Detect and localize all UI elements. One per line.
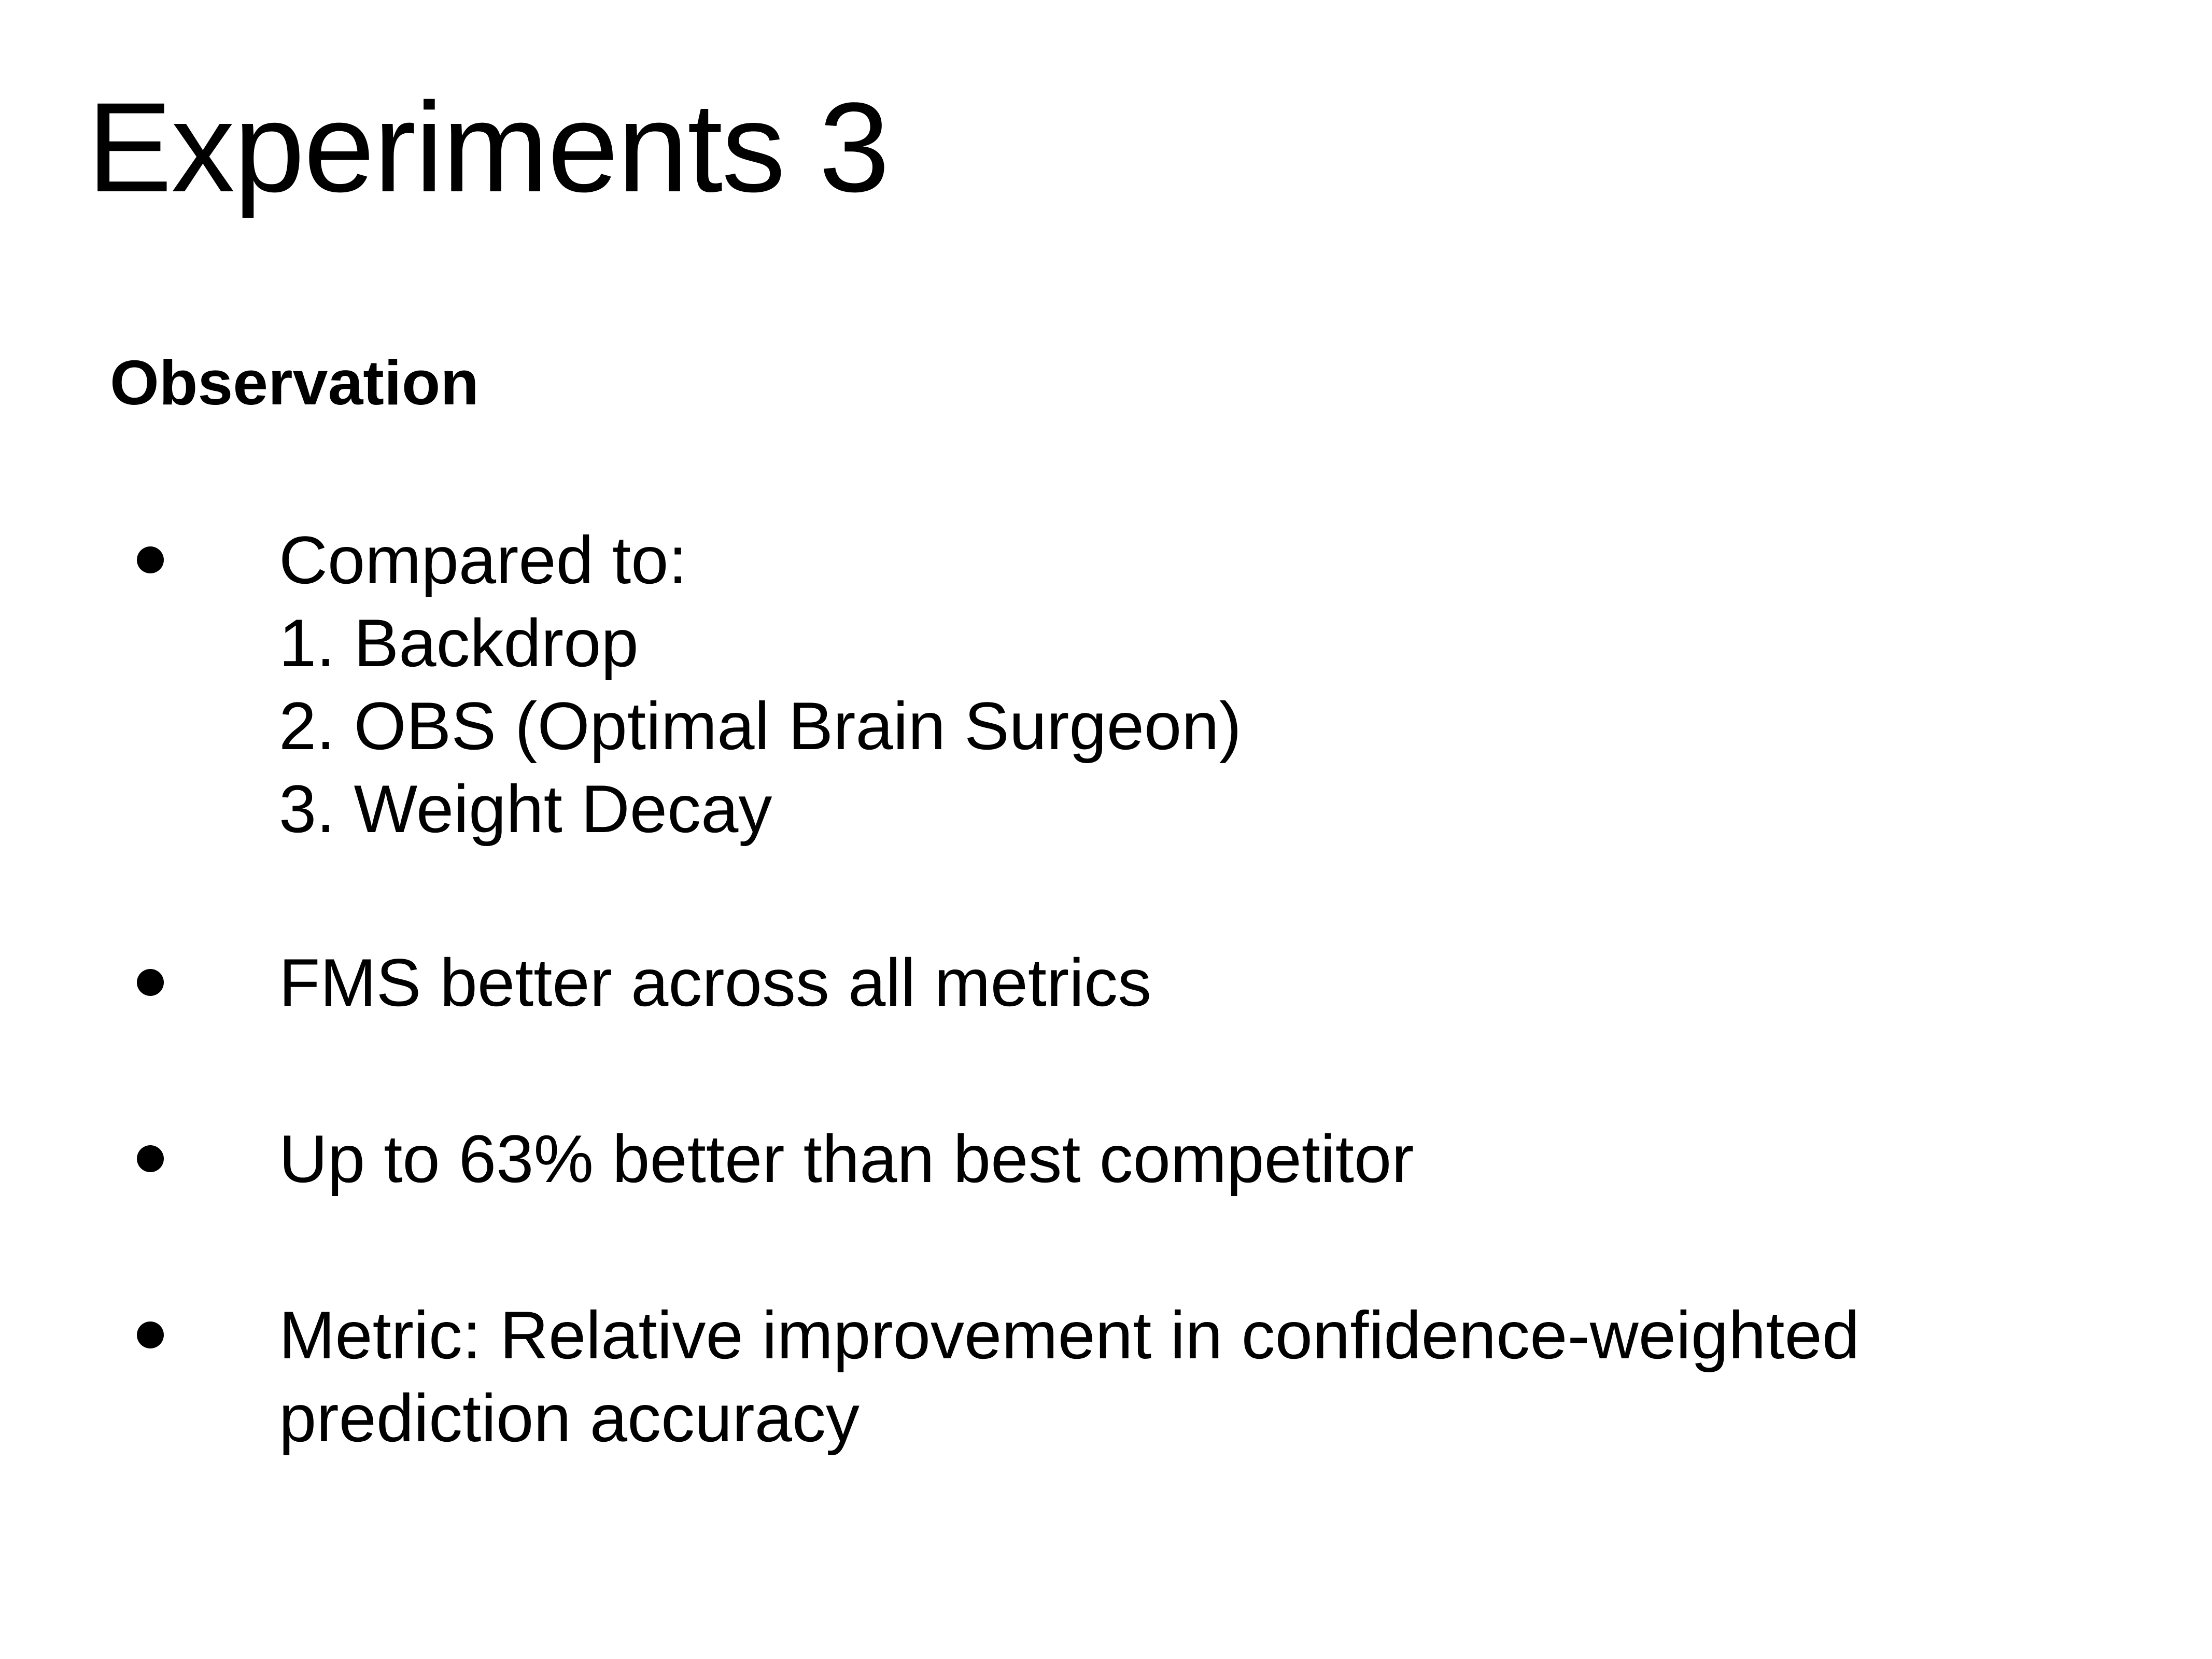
bullet-text: Up to 63% better than best competitor (279, 1121, 1414, 1197)
slide-title: Experiments 3 (87, 76, 890, 219)
method-item-obs: 2. OBS (Optimal Brain Surgeon) (279, 688, 1242, 764)
bullet-label: Compared to: (279, 522, 687, 598)
bullet-dot-icon (137, 1145, 164, 1172)
bullet-line-continuation: prediction accuracy (279, 1380, 860, 1456)
bullet-text: Metric: Relative improvement in confiden… (279, 1294, 2145, 1459)
method-item-backdrop: 1. Backdrop (279, 605, 639, 681)
bullet-dot-icon (137, 546, 164, 573)
bullet-line: Metric: Relative improvement in confiden… (279, 1297, 1860, 1373)
bullet-dot-icon (137, 969, 164, 996)
bullet-text: Compared to: 1. Backdrop 2. OBS (Optimal… (279, 518, 2145, 850)
section-heading: Observation (110, 347, 479, 418)
method-item-weight-decay: 3. Weight Decay (279, 771, 772, 847)
bullet-dot-icon (137, 1321, 164, 1348)
bullet-text: FMS better across all metrics (279, 945, 1152, 1020)
